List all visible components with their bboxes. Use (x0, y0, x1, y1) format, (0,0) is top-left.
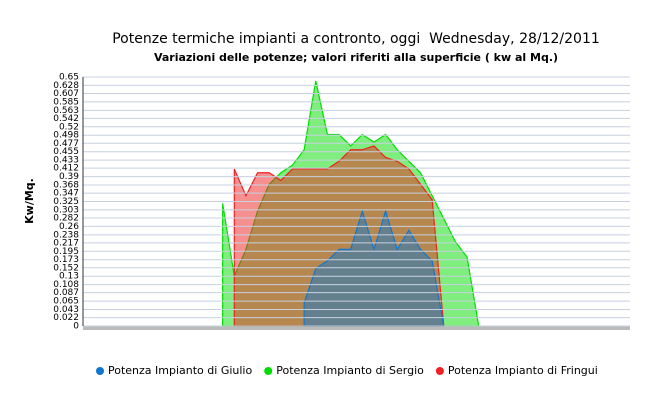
plot (222, 80, 480, 327)
y-tick-label: 0.173 (53, 255, 79, 265)
y-tick-label: 0.477 (53, 139, 79, 149)
y-tick-label: 0.238 (53, 230, 79, 240)
chart-title: Potenze termiche impianti a contronto, o… (112, 31, 600, 47)
y-tick-label: 0.152 (53, 263, 79, 273)
y-tick-label: 0 (73, 322, 79, 332)
legend-label: Potenza Impianto di Giulio (108, 364, 252, 377)
y-tick-label: 0.195 (53, 247, 79, 257)
y-tick-label: 0.368 (53, 181, 79, 191)
y-tick-label: 0.412 (53, 164, 79, 174)
y-tick-label: 0.303 (53, 205, 79, 215)
chart-subtitle: Variazioni delle potenze; valori riferit… (154, 51, 558, 64)
x-axis-band (83, 326, 630, 330)
y-tick-label: 0.26 (59, 222, 79, 232)
y-tick-label: 0.433 (53, 156, 79, 166)
y-tick-label: 0.52 (59, 122, 79, 132)
y-axis-label: Kw/Mq. (23, 178, 36, 224)
y-tick-label: 0.498 (53, 131, 79, 141)
y-tick-label: 0.65 (59, 73, 79, 83)
y-tick-label: 0.065 (53, 297, 79, 307)
legend-marker (264, 367, 273, 375)
area (303, 209, 445, 327)
y-tick-label: 0.043 (53, 305, 79, 315)
legend-marker (96, 367, 104, 375)
legend-marker (435, 367, 444, 375)
y-tick-label: 0.325 (53, 197, 79, 207)
y-tick-label: 0.022 (53, 313, 79, 323)
y-tick-label: 0.39 (59, 172, 79, 182)
y-tick-label: 0.607 (53, 89, 79, 99)
y-tick-label: 0.585 (53, 97, 79, 107)
y-tick-label: 0.108 (53, 280, 79, 290)
legend-label: Potenza Impianto di Sergio (276, 364, 424, 377)
y-tick-label: 0.282 (53, 213, 79, 223)
y-tick-label: 0.628 (53, 81, 79, 91)
y-tick-label: 0.347 (53, 189, 79, 199)
y-tick-label: 0.087 (53, 288, 79, 298)
y-tick-label: 0.217 (53, 238, 79, 248)
y-tick-label: 0.455 (53, 147, 79, 157)
y-tick-label: 0.542 (53, 114, 79, 124)
y-tick-label: 0.563 (53, 106, 79, 116)
y-tick-label: 0.13 (59, 272, 79, 282)
legend-label: Potenza Impianto di Fringui (448, 364, 598, 377)
